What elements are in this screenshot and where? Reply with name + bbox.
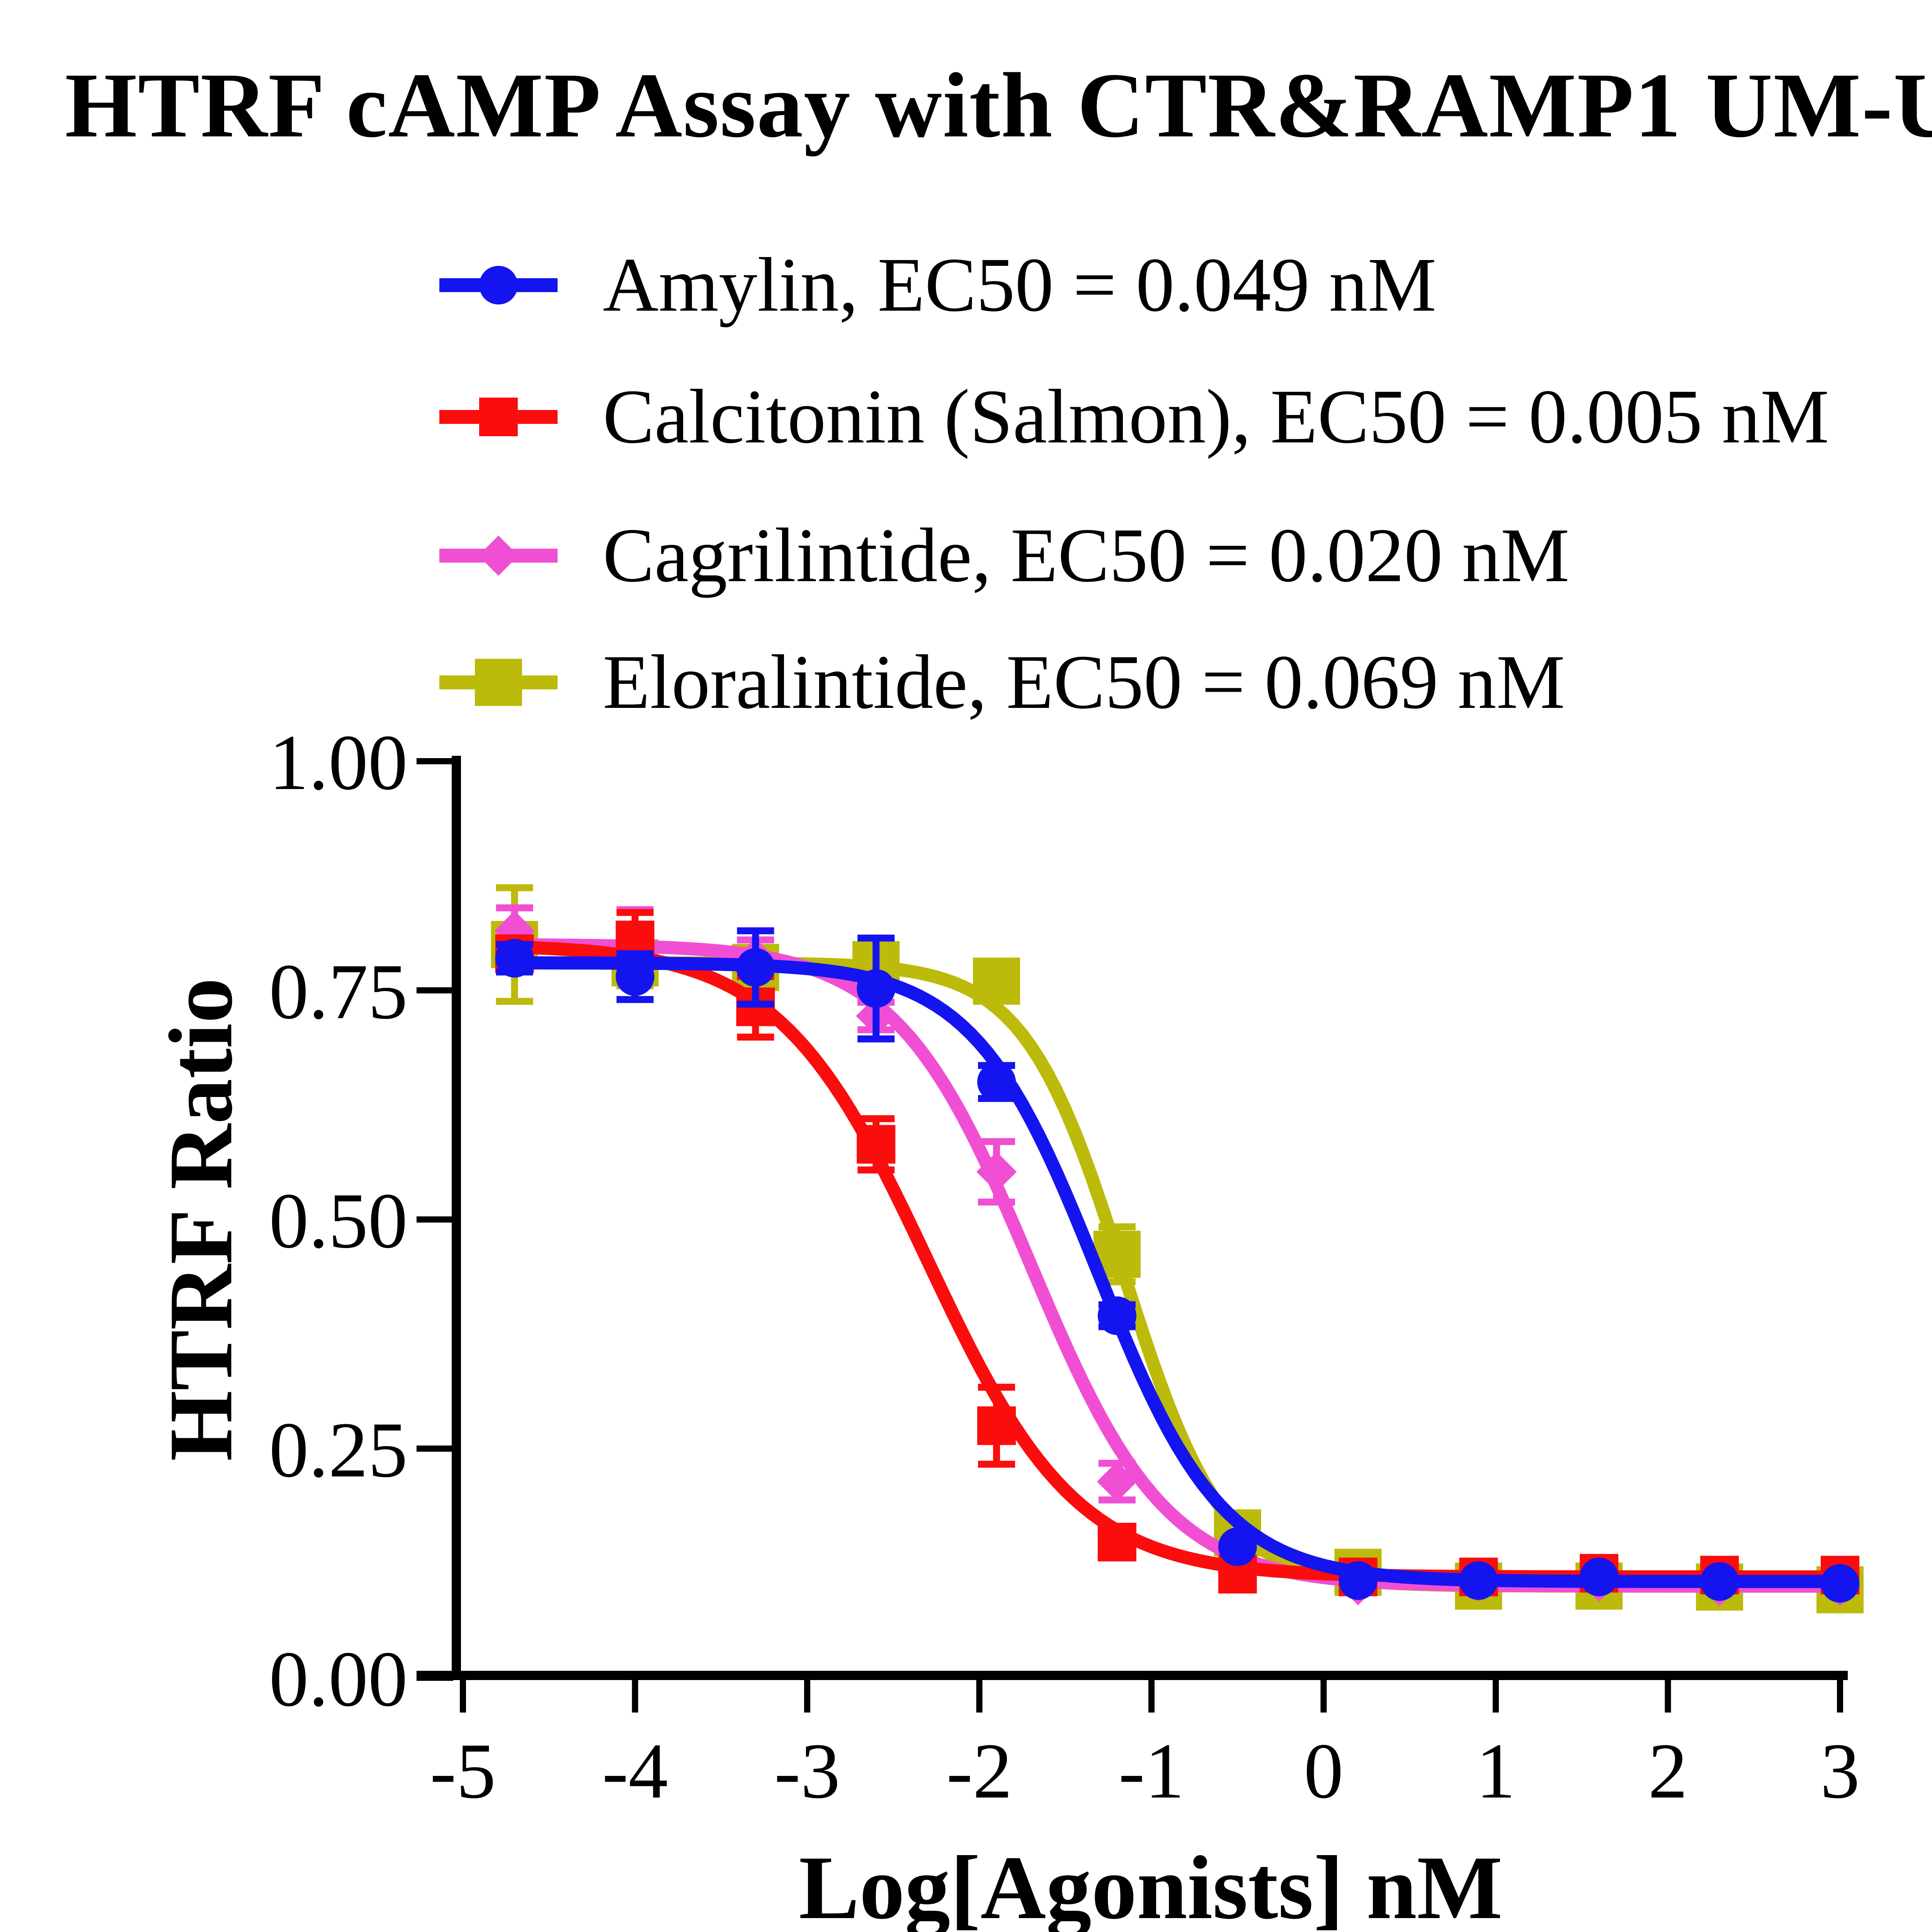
data-point-amylin [1097,1296,1136,1335]
data-point-amylin [1218,1527,1257,1566]
legend-marker-shape-cagrilintide [478,536,519,576]
legend-label-calcitonin: Calcitonin (Salmon), EC50 = 0.005 nM [603,374,1829,459]
x-tick-label: -5 [430,1727,496,1815]
x-tick-label: 1 [1476,1727,1516,1815]
y-axis-tick [417,1216,453,1223]
y-axis-title: HTRF Ratio [150,978,251,1461]
legend-marker-shape-calcitonin-salmon [479,398,518,436]
data-point-amylin [616,957,655,996]
curve-eloralintide [508,956,1847,1593]
series-calcitonin-salmon [495,909,1859,1597]
x-tick-label: -2 [946,1727,1012,1815]
x-axis-tick [1320,1675,1327,1713]
legend-item-cagrilintide: Cagrilintide, EC50 = 0.020 nM [439,498,1570,614]
legend-marker-shape-eloralintide [475,659,522,706]
data-point-amylin [1700,1562,1739,1601]
x-axis-tick [1493,1675,1499,1713]
y-tick-label: 0.75 [269,948,408,1036]
amylin-circle-marker-icon [439,266,558,304]
x-axis-tick [632,1675,638,1713]
legend-label-amylin: Amylin, EC50 = 0.049 nM [603,242,1437,328]
chart-title: HTRF cAMP Assay with CTR&RAMP1 UM-UC-3 (… [65,54,1932,156]
data-point-cagrilintide [1097,1461,1137,1502]
x-axis-tick [976,1675,983,1713]
data-point-calcitonin-salmon [1097,1522,1136,1561]
y-axis-tick [417,758,453,764]
eloralintide-square-marker-icon [439,659,558,706]
x-tick-label: 3 [1820,1727,1860,1815]
data-point-amylin [857,969,896,1008]
y-tick-label: 0.50 [269,1177,408,1265]
y-axis-tick [417,987,453,993]
data-point-amylin [1459,1561,1498,1600]
legend-marker-shape-amylin [479,266,518,304]
legend-label-eloralintide: Eloralintide, EC50 = 0.069 nM [603,639,1565,725]
calcitonin-square-marker-icon [439,398,558,436]
legend-label-cagrilintide: Cagrilintide, EC50 = 0.020 nM [603,513,1570,598]
series-cagrilintide [494,904,1860,1606]
x-tick-label: 2 [1648,1727,1688,1815]
x-axis-tick [1148,1675,1155,1713]
x-tick-label: -1 [1119,1727,1185,1815]
y-tick-label: 0.00 [269,1635,408,1723]
x-axis-tick [460,1675,466,1713]
x-axis-tick [1665,1675,1671,1713]
data-point-amylin [736,948,775,987]
legend-item-eloralintide: Eloralintide, EC50 = 0.069 nM [439,624,1565,740]
legend-item-amylin: Amylin, EC50 = 0.049 nM [439,227,1436,343]
data-point-amylin [495,939,534,978]
curve-calcitonin-salmon [508,940,1847,1584]
x-axis-tick [804,1675,810,1713]
data-point-eloralintide [973,957,1020,1005]
data-point-amylin [1821,1564,1859,1603]
data-point-amylin [1580,1558,1619,1597]
x-axis-tick [1837,1675,1843,1713]
curve-amylin [508,956,1847,1588]
x-axis-line [417,1671,1848,1680]
y-axis-tick [417,1675,453,1681]
cagrilintide-diamond-marker-icon [439,536,558,576]
x-axis-title: Log[Agonists] nM [799,1837,1503,1932]
x-tick-label: 0 [1304,1727,1344,1815]
legend-item-calcitonin: Calcitonin (Salmon), EC50 = 0.005 nM [439,359,1829,475]
data-point-amylin [1338,1561,1378,1600]
x-tick-label: -4 [602,1727,668,1815]
data-point-calcitonin-salmon [977,1406,1016,1445]
data-point-amylin [977,1063,1016,1102]
data-point-calcitonin-salmon [857,1125,896,1164]
series-amylin [495,927,1859,1603]
curve-cagrilintide [508,938,1847,1593]
y-tick-label: 0.25 [269,1406,408,1494]
series-eloralintide [491,884,1864,1614]
y-tick-label: 1.00 [269,719,408,806]
x-tick-label: -3 [774,1727,840,1815]
data-point-cagrilintide [976,1151,1017,1192]
y-axis-tick [417,1446,453,1452]
